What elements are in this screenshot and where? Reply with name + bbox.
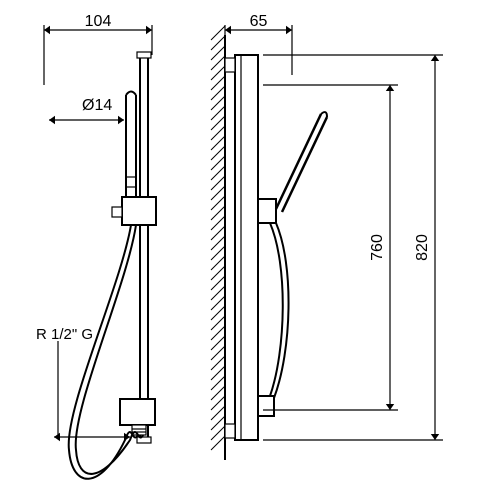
dim-820: 820 [414, 234, 431, 261]
dim-760: 760 [369, 234, 386, 261]
dim-d14: Ø14 [82, 97, 112, 114]
dim-104: 104 [85, 13, 112, 30]
label-thread: R 1/2" G [36, 326, 93, 343]
dim-65: 65 [250, 13, 268, 30]
